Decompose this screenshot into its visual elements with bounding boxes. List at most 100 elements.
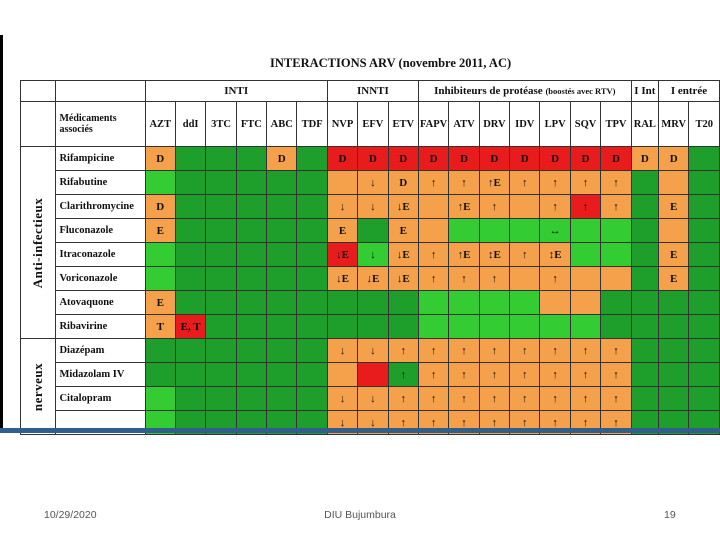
interaction-cell: ↓E <box>326 266 359 291</box>
column-header: RAL <box>630 101 660 147</box>
interaction-cell: D <box>600 146 632 171</box>
drug-class-label: nerveux <box>19 338 57 435</box>
interaction-cell <box>326 290 359 315</box>
interaction-table: INTI INNTI Inhibiteurs de protéase (boos… <box>19 80 720 435</box>
drug-row: Fluconazole E E E ↔ <box>21 218 720 243</box>
interaction-cell <box>266 386 298 411</box>
interaction-cell <box>296 362 328 387</box>
column-header: ABC <box>266 101 298 147</box>
interaction-cell: T <box>144 314 176 339</box>
interaction-cell <box>600 290 632 315</box>
group-entry: I entrée <box>658 80 720 102</box>
interaction-cell <box>266 266 298 291</box>
interaction-cell <box>205 362 237 387</box>
drug-row: Ribavirine T E, T <box>21 314 720 339</box>
interaction-cell <box>266 194 298 219</box>
interaction-cell: ↓E <box>357 266 389 291</box>
drug-name: Rifampicine <box>55 146 146 171</box>
interaction-cell <box>688 242 720 267</box>
interaction-cell: ↑ <box>448 362 480 387</box>
interaction-cell <box>235 314 268 339</box>
interaction-cell <box>387 290 419 315</box>
interaction-cell: ↑ <box>478 266 511 291</box>
interaction-cell <box>478 290 511 315</box>
interaction-cell <box>630 314 660 339</box>
drug-name: Rifabutine <box>55 170 146 195</box>
interaction-cell <box>569 290 602 315</box>
interaction-cell: E <box>144 290 176 315</box>
column-header: 3TC <box>205 101 237 147</box>
interaction-cell: E <box>387 218 419 243</box>
interaction-cell <box>235 266 268 291</box>
drug-row: Anti-infectieux Rifampicine D D D D D D D D D D D D D D <box>19 146 720 339</box>
interaction-cell: ↓ <box>326 386 359 411</box>
interaction-cell: D <box>266 146 298 171</box>
interaction-cell <box>658 290 690 315</box>
interaction-cell <box>478 314 511 339</box>
interaction-cell: ↓ <box>357 170 389 195</box>
group-protease-inhibitors: Inhibiteurs de protéase (boostés avec RT… <box>417 80 632 102</box>
interaction-cell <box>630 194 660 219</box>
interaction-cell: ↑ <box>448 170 480 195</box>
interaction-cell: ↑ <box>478 386 511 411</box>
interaction-cell <box>658 170 690 195</box>
interaction-cell <box>326 362 359 387</box>
interaction-cell <box>569 266 602 291</box>
interaction-cell: ↕E <box>478 242 511 267</box>
interaction-cell: ↑ <box>448 386 480 411</box>
interaction-cell <box>296 194 328 219</box>
interaction-cell <box>658 338 690 363</box>
drug-row: nerveux Diazépam ↓ ↓ ↑ ↑ ↑ ↑ ↑ ↑ ↑ ↑ <box>19 338 720 435</box>
interaction-cell: ↓ <box>357 242 389 267</box>
interaction-cell: ↓ <box>357 386 389 411</box>
interaction-cell <box>630 242 660 267</box>
interaction-cell <box>688 218 720 243</box>
footer-date: 10/29/2020 <box>44 509 97 521</box>
interaction-cell: ↓ <box>326 194 359 219</box>
interaction-cell <box>688 314 720 339</box>
group-inti: INTI <box>144 80 328 102</box>
interaction-cell: D <box>144 146 176 171</box>
interaction-cell <box>174 242 207 267</box>
interaction-cell <box>266 314 298 339</box>
interaction-cell <box>448 314 480 339</box>
interaction-cell <box>266 338 298 363</box>
interaction-cell <box>658 218 690 243</box>
column-header: EFV <box>357 101 389 147</box>
interaction-cell: D <box>326 146 359 171</box>
interaction-cell: ↑ <box>539 386 571 411</box>
interaction-cell <box>296 386 328 411</box>
interaction-cell <box>688 362 720 387</box>
interaction-cell: ↑ <box>539 266 571 291</box>
interaction-cell: E <box>326 218 359 243</box>
interaction-cell <box>600 218 632 243</box>
interaction-cell: ↑ <box>509 362 541 387</box>
interaction-cell <box>296 242 328 267</box>
interaction-cell <box>296 314 328 339</box>
interaction-cell <box>296 290 328 315</box>
interaction-cell <box>600 266 632 291</box>
interaction-cell <box>448 218 480 243</box>
interaction-cell: ↓E <box>387 266 419 291</box>
column-header: MRV <box>658 101 690 147</box>
interaction-cell <box>658 362 690 387</box>
interaction-cell <box>235 194 268 219</box>
interaction-cell <box>174 290 207 315</box>
interaction-cell <box>688 266 720 291</box>
interaction-cell <box>174 146 207 171</box>
interaction-cell <box>600 314 632 339</box>
interaction-cell: ↑ <box>478 362 511 387</box>
interaction-cell: D <box>658 146 690 171</box>
interaction-cell <box>357 218 389 243</box>
footer-page-number: 19 <box>664 509 676 521</box>
interaction-cell <box>235 170 268 195</box>
interaction-cell <box>688 386 720 411</box>
interaction-cell: ↓E <box>326 242 359 267</box>
interaction-cell <box>205 338 237 363</box>
interaction-cell <box>266 290 298 315</box>
interaction-cell <box>539 314 571 339</box>
bottom-band <box>0 428 720 433</box>
interaction-cell: ↑ <box>539 362 571 387</box>
interaction-cell: ↑ <box>509 386 541 411</box>
interaction-cell <box>205 194 237 219</box>
